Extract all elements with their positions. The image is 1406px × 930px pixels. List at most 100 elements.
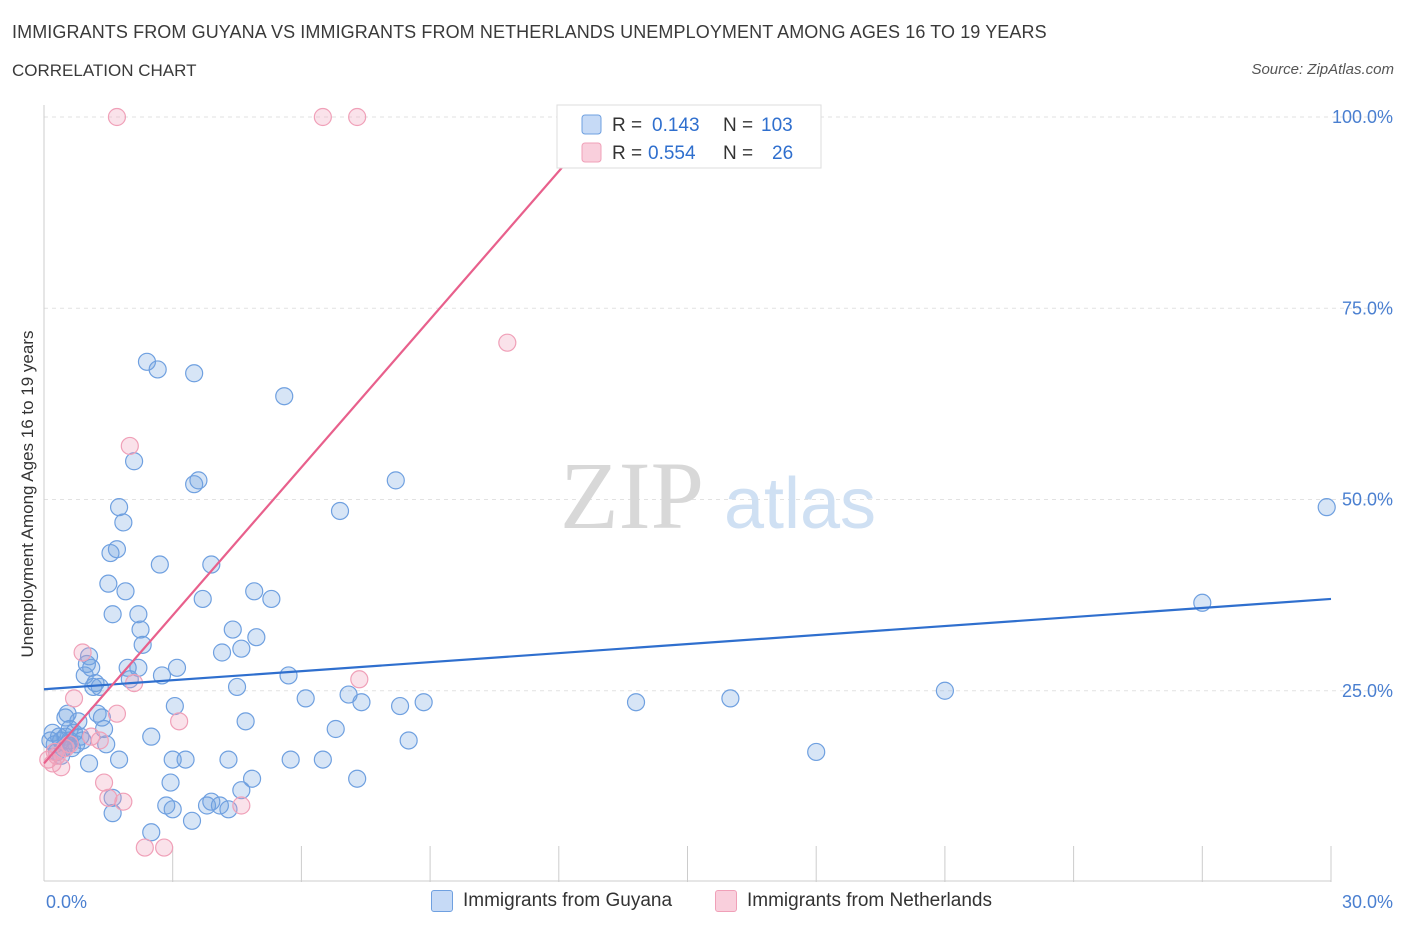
- point-netherlands: [120, 436, 139, 456]
- point-guyana: [88, 704, 107, 723]
- point-netherlands: [498, 333, 517, 352]
- point-guyana: [182, 811, 202, 830]
- point-guyana: [124, 452, 144, 471]
- point-guyana: [58, 704, 77, 723]
- stats-n-value-netherlands: 26: [772, 143, 793, 164]
- point-guyana: [296, 689, 315, 708]
- point-guyana: [114, 513, 133, 532]
- point-guyana: [167, 658, 187, 677]
- x-tick-label: 30.0%: [1342, 892, 1393, 912]
- point-guyana: [202, 555, 221, 574]
- chart-title: IMMIGRANTS FROM GUYANA VS IMMIGRANTS FRO…: [12, 22, 1047, 42]
- point-guyana: [232, 639, 251, 658]
- point-guyana: [163, 800, 182, 819]
- point-guyana: [247, 628, 266, 647]
- point-guyana: [348, 769, 367, 788]
- point-guyana: [165, 696, 184, 716]
- y-tick-label: 50.0%: [1342, 490, 1393, 510]
- point-guyana: [79, 754, 99, 773]
- point-guyana: [326, 719, 345, 739]
- point-guyana: [109, 750, 129, 769]
- point-netherlands: [52, 758, 71, 777]
- point-netherlands: [155, 838, 174, 857]
- point-guyana: [212, 643, 232, 662]
- y-tick-labels: 25.0% 50.0% 75.0% 100.0%: [1332, 107, 1393, 701]
- point-guyana: [399, 731, 418, 750]
- point-guyana: [189, 471, 208, 490]
- point-guyana: [103, 788, 122, 807]
- point-netherlands: [94, 773, 114, 792]
- point-netherlands: [348, 107, 367, 127]
- trend-lines: [43, 116, 1332, 765]
- point-netherlands: [82, 727, 101, 746]
- x-tick-label: 0.0%: [46, 892, 87, 912]
- point-guyana: [262, 589, 281, 609]
- point-guyana: [313, 750, 332, 769]
- source-label: Source: ZipAtlas.com: [1251, 61, 1394, 78]
- point-guyana: [232, 781, 251, 800]
- point-guyana: [161, 773, 180, 792]
- x-tick-labels: 0.0% 30.0%: [46, 892, 1393, 912]
- point-guyana: [210, 796, 229, 815]
- legend-label-netherlands: Immigrants from Netherlands: [747, 890, 992, 911]
- point-guyana: [626, 693, 646, 712]
- point-guyana: [131, 620, 150, 639]
- point-netherlands: [107, 704, 127, 723]
- trend-line-guyana: [43, 597, 1332, 691]
- point-guyana: [330, 501, 350, 521]
- point-netherlands: [90, 731, 109, 750]
- point-guyana: [275, 387, 294, 406]
- point-guyana: [99, 574, 118, 593]
- stats-swatch-netherlands: [581, 142, 602, 163]
- legend-label-guyana: Immigrants from Guyana: [463, 890, 673, 911]
- legend-swatch-guyana: [431, 890, 453, 912]
- point-netherlands: [99, 788, 118, 807]
- point-guyana: [236, 712, 255, 731]
- point-netherlands: [135, 838, 154, 857]
- point-guyana: [390, 696, 410, 716]
- point-netherlands: [114, 792, 133, 811]
- point-guyana: [116, 582, 135, 601]
- point-guyana: [935, 681, 955, 700]
- point-guyana: [109, 498, 129, 517]
- point-guyana: [107, 540, 127, 559]
- y-tick-label: 25.0%: [1342, 681, 1393, 701]
- grid-lines: [44, 116, 1390, 692]
- legend-item-netherlands: Immigrants from Netherlands: [715, 890, 992, 912]
- y-tick-label: 75.0%: [1342, 298, 1393, 318]
- point-guyana: [150, 555, 169, 574]
- point-netherlands: [107, 107, 127, 127]
- point-guyana: [721, 689, 740, 708]
- stats-r-label-guyana: R =: [612, 115, 642, 136]
- y-tick-label: 100.0%: [1332, 107, 1393, 127]
- point-guyana: [185, 364, 204, 383]
- point-guyana: [129, 605, 148, 624]
- point-guyana: [202, 792, 221, 811]
- stats-r-label-netherlands: R =: [612, 143, 642, 164]
- stats-n-value-guyana: 103: [761, 115, 793, 136]
- stats-r-value-guyana: 0.143: [652, 115, 700, 136]
- point-guyana: [807, 742, 826, 762]
- point-guyana: [245, 582, 264, 601]
- point-guyana: [142, 823, 161, 842]
- point-guyana: [279, 666, 298, 685]
- point-netherlands: [64, 689, 84, 708]
- point-guyana: [227, 677, 247, 697]
- point-netherlands: [73, 643, 92, 662]
- trend-line-netherlands: [43, 116, 607, 765]
- chart-subtitle: CORRELATION CHART: [12, 61, 197, 80]
- stats-r-value-netherlands: 0.554: [648, 143, 696, 164]
- point-guyana: [148, 360, 167, 379]
- stats-swatch-guyana: [581, 114, 602, 135]
- point-guyana: [193, 589, 212, 609]
- point-guyana: [142, 727, 161, 746]
- point-guyana: [1317, 498, 1336, 517]
- point-guyana: [133, 635, 152, 654]
- point-guyana: [223, 620, 242, 639]
- legend-item-guyana: Immigrants from Guyana: [431, 890, 672, 912]
- x-axis-ticks: [172, 846, 1332, 882]
- point-guyana: [163, 750, 182, 769]
- y-axis-label: Unemployment Among Ages 16 to 19 years: [18, 331, 37, 658]
- stats-n-label-guyana: N =: [723, 115, 753, 136]
